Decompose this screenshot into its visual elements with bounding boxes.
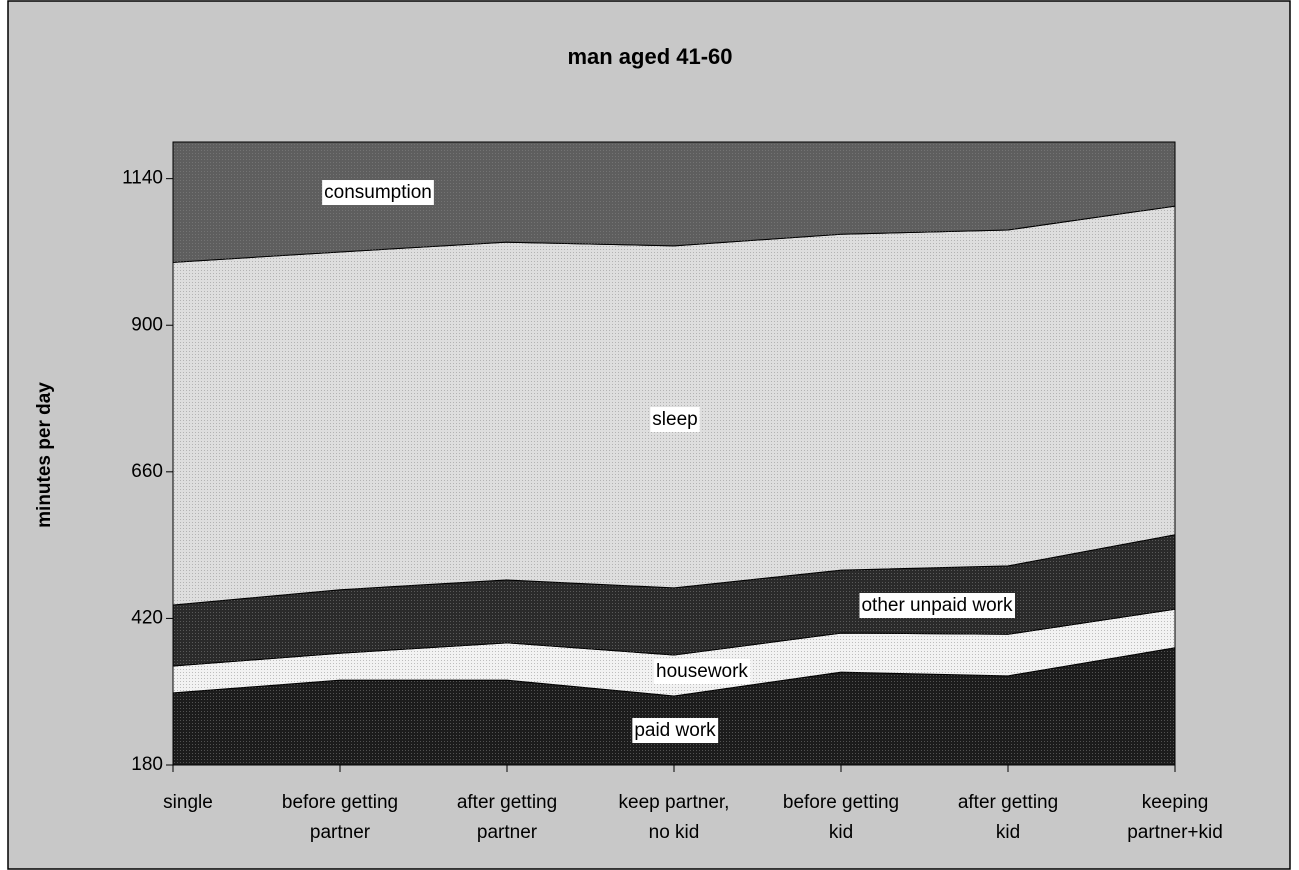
x-tick-label: single	[163, 792, 213, 813]
x-tick-label: before getting	[783, 792, 899, 813]
y-tick-label: 420	[131, 607, 163, 628]
series-label: paid work	[634, 720, 716, 741]
area-texture	[173, 647, 1175, 765]
series-label: other unpaid work	[861, 595, 1013, 616]
area-texture	[173, 534, 1175, 667]
plot-areas	[173, 142, 1175, 765]
series-label: consumption	[324, 182, 432, 203]
series-label: sleep	[652, 409, 697, 430]
y-tick-label: 180	[131, 754, 163, 775]
series-label-box	[859, 593, 1016, 619]
x-tick-label: kid	[996, 822, 1020, 843]
series-label: housework	[656, 661, 748, 682]
x-tick-label: after getting	[958, 792, 1058, 813]
x-tick-label: keep partner,	[619, 792, 730, 813]
x-tick-label: keeping	[1142, 792, 1209, 813]
y-tick-label: 660	[131, 461, 163, 482]
area-texture	[173, 142, 1175, 263]
chart-title: man aged 41-60	[567, 44, 732, 69]
x-tick-label: partner	[310, 822, 371, 843]
area-texture	[173, 609, 1175, 696]
y-tick-label: 1140	[122, 168, 163, 189]
y-axis-label: minutes per day	[34, 382, 55, 528]
x-tick-label: partner	[477, 822, 538, 843]
x-tick-label: after getting	[457, 792, 557, 813]
series-label-box	[650, 407, 700, 433]
x-tick-label: before getting	[282, 792, 398, 813]
series-label-box	[632, 718, 719, 744]
x-tick-label: partner+kid	[1127, 822, 1223, 843]
y-tick-label: 900	[131, 314, 163, 335]
series-label-box	[654, 659, 751, 685]
series-label-box	[322, 180, 434, 206]
x-tick-label: kid	[829, 822, 853, 843]
x-tick-label: no kid	[649, 822, 700, 843]
area-texture	[173, 206, 1175, 605]
